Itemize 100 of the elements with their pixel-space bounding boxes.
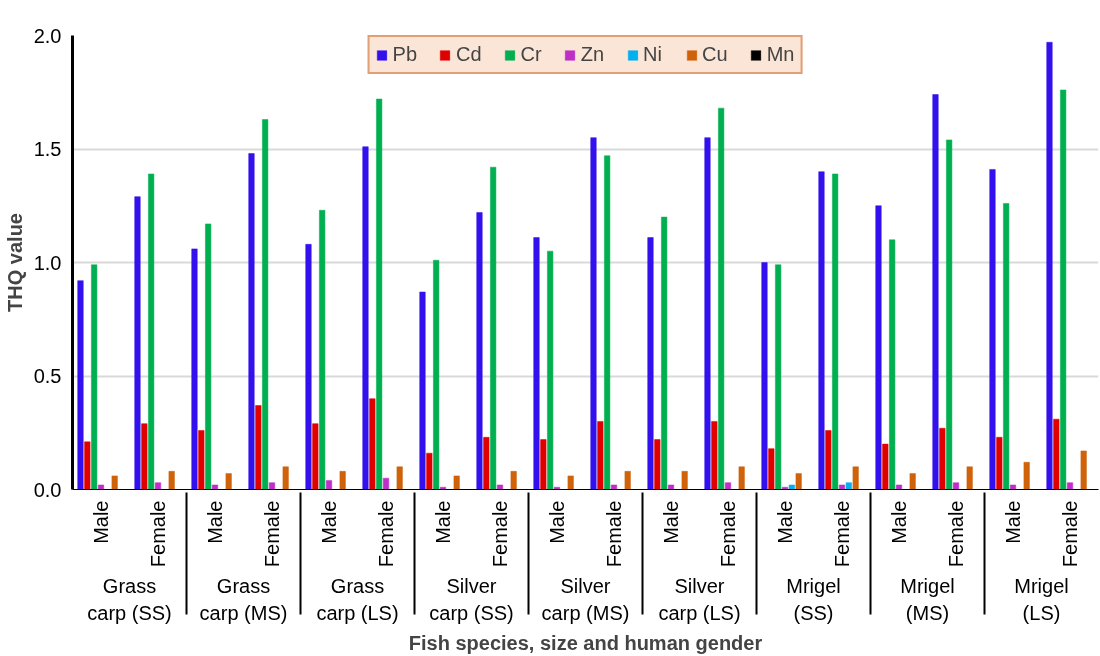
bar [996, 436, 1003, 490]
bar [624, 470, 631, 490]
bar [546, 250, 554, 490]
bar [540, 439, 547, 490]
bar [426, 452, 433, 490]
bar [888, 239, 896, 490]
y-axis-title: THQ value [3, 213, 26, 312]
bar [909, 473, 916, 490]
bar [590, 137, 597, 490]
bar [818, 171, 825, 490]
bar [597, 420, 604, 490]
bar [1080, 450, 1087, 490]
bar [831, 173, 839, 490]
bar [1009, 484, 1017, 490]
x-tick-label: Male [546, 500, 568, 544]
x-tick-label: Female [717, 500, 739, 568]
bar [111, 475, 118, 490]
bar [375, 98, 383, 490]
bar [261, 118, 269, 490]
x-tick-label: Male [660, 500, 682, 544]
bar [282, 466, 289, 490]
bar [838, 484, 846, 490]
bar [738, 466, 745, 490]
bar [795, 473, 802, 490]
text: Grass carp (MS) [199, 575, 288, 624]
bar [667, 484, 675, 490]
bar [84, 441, 91, 490]
bar [654, 439, 661, 490]
x-tick-label: Male [774, 500, 796, 544]
bar [312, 423, 319, 490]
bar [453, 475, 460, 490]
bar [1053, 418, 1060, 490]
bar [225, 473, 232, 490]
bar [369, 398, 376, 490]
x-tick-label: Female [489, 500, 511, 568]
bar [939, 427, 946, 490]
bar [567, 475, 574, 490]
text: Grass carp (LS) [316, 575, 399, 624]
x-tick-label: Female [1059, 500, 1081, 568]
x-tick-label: Male [1002, 500, 1024, 544]
bar [660, 216, 668, 490]
bar [141, 423, 148, 490]
bar [533, 237, 540, 490]
x-tick-label: Female [945, 500, 967, 568]
bar [704, 137, 711, 490]
bar [489, 166, 497, 490]
bar [882, 443, 889, 490]
bar [845, 482, 853, 490]
legend-label: Cr [520, 43, 542, 66]
y-tick-label: 0.0 [33, 478, 62, 501]
bar [476, 212, 483, 490]
bar [305, 243, 312, 490]
legend-label: Pb [392, 43, 418, 66]
bar [483, 436, 490, 490]
bar [419, 291, 426, 490]
bar [90, 264, 98, 490]
bar [852, 466, 859, 490]
bar [895, 484, 903, 490]
bar [788, 484, 796, 490]
legend-label: Cu [702, 43, 728, 66]
bar [134, 196, 141, 490]
bar [211, 484, 219, 490]
bar [248, 153, 255, 490]
legend-label: Cd [456, 43, 482, 66]
x-tick-label: Male [204, 500, 226, 544]
bar [761, 262, 768, 490]
x-tick-label: Male [888, 500, 910, 544]
bar [945, 139, 953, 490]
bar [97, 484, 105, 490]
text: Mrigel (LS) [1014, 575, 1069, 624]
bar [989, 168, 996, 490]
x-tick-label: Female [603, 500, 625, 568]
bar [966, 466, 973, 490]
bar [825, 429, 832, 490]
bar [711, 420, 718, 490]
legend-label: Ni [643, 43, 663, 66]
bar [647, 237, 654, 490]
bar [77, 280, 84, 490]
y-tick-label: 0.5 [33, 365, 62, 387]
bar [362, 146, 369, 490]
bar [875, 205, 882, 490]
bar [1002, 202, 1010, 490]
y-tick-label: 1.0 [33, 251, 62, 274]
bar [768, 448, 775, 490]
bar [318, 209, 326, 490]
bar [610, 484, 618, 490]
bar [1059, 89, 1067, 490]
bar [339, 470, 346, 490]
y-tick-label: 2.0 [33, 24, 62, 47]
x-tick-label: Male [432, 500, 454, 544]
x-tick-label: Female [831, 500, 853, 568]
bar [198, 429, 205, 490]
bar [432, 259, 440, 490]
x-tick-label: Female [375, 500, 397, 568]
bar [396, 466, 403, 490]
x-axis-title: Fish species, size and human gender [408, 631, 763, 654]
bar [681, 470, 688, 490]
text: Mrigel (SS) [786, 575, 841, 624]
bar [1023, 461, 1030, 490]
legend-label: Mn [766, 43, 795, 66]
